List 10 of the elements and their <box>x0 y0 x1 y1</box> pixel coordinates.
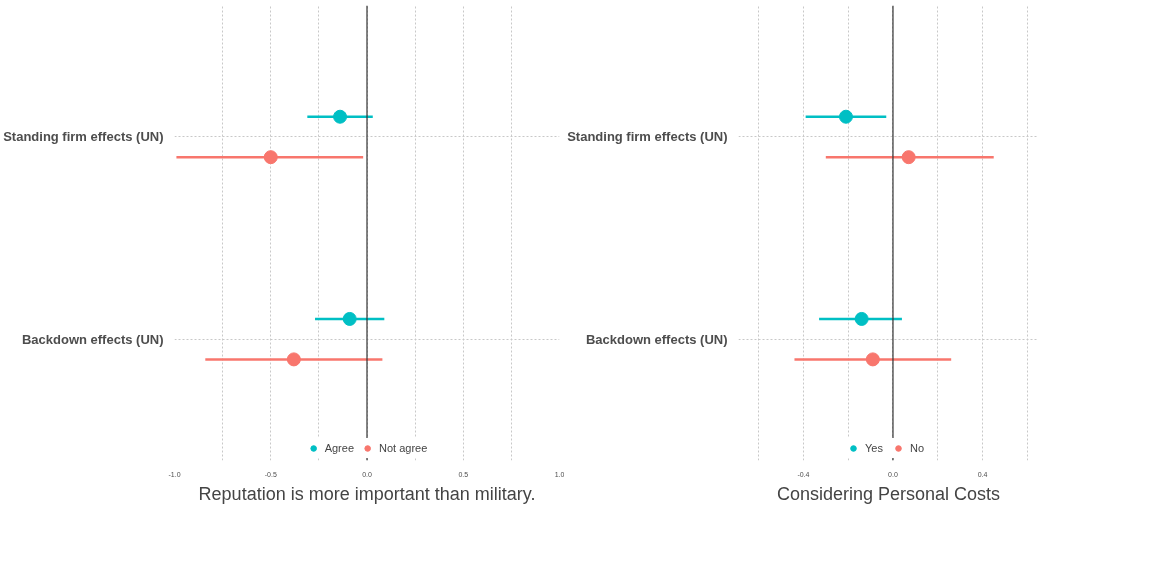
x-axis-title: Reputation is more important than military. <box>198 483 536 504</box>
y-tick-label: Backdown effects (UN) <box>21 331 164 347</box>
legend-label: Agree <box>324 442 355 454</box>
y-tick-label: Standing firm effects (UN) <box>567 129 728 145</box>
y-tick-label: Backdown effects (UN) <box>585 331 728 347</box>
x-axis-title: Considering Personal Costs <box>776 483 1001 504</box>
y-tick-label: Standing firm effects (UN) <box>3 129 164 145</box>
legend-label: No <box>910 442 926 454</box>
legend-label: Not agree <box>379 442 428 454</box>
legend-label: Yes <box>865 442 884 454</box>
